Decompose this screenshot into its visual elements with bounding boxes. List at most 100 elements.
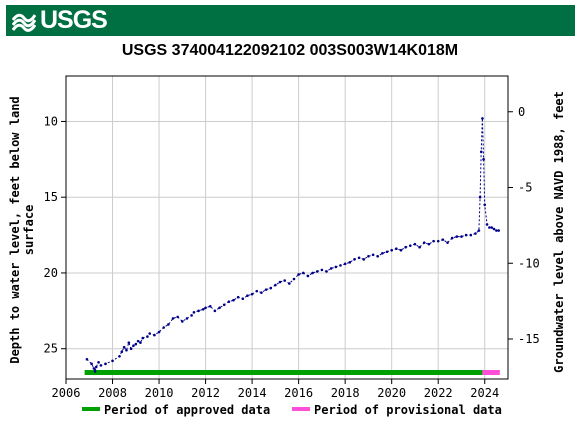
data-point — [111, 359, 114, 363]
legend: Period of approved data Period of provis… — [82, 403, 502, 417]
y-left-tick-label: 15 — [44, 190, 58, 204]
data-point — [408, 244, 412, 247]
data-point — [139, 341, 142, 344]
data-point — [432, 239, 435, 243]
x-tick-label: 2022 — [424, 386, 453, 400]
data-point — [371, 253, 375, 257]
data-point — [413, 242, 417, 246]
data-point — [132, 344, 135, 347]
data-point — [260, 291, 263, 294]
data-point — [227, 300, 231, 304]
y-right-tick-label: -15 — [518, 332, 540, 346]
data-point — [288, 282, 291, 285]
y-axis-left-ticks: 10 15 20 25 — [44, 114, 66, 356]
data-point — [99, 364, 103, 367]
data-point — [306, 274, 310, 278]
data-point — [385, 250, 389, 254]
data-point — [283, 279, 286, 282]
y-right-tick-label: -10 — [518, 256, 540, 270]
usgs-logo: USGS — [12, 6, 108, 35]
data-point — [162, 326, 166, 329]
data-point — [241, 297, 245, 301]
x-tick-label: 2014 — [238, 386, 267, 400]
data-point — [343, 262, 347, 266]
data-point — [85, 358, 89, 361]
legend-label-provisional: Period of provisional data — [314, 403, 502, 417]
y-right-tick-label: -5 — [518, 181, 532, 195]
data-point — [348, 261, 352, 264]
data-point — [450, 236, 454, 240]
data-point — [171, 317, 175, 320]
data-point — [269, 286, 273, 290]
data-point — [250, 292, 254, 296]
data-point — [185, 317, 189, 320]
data-point — [153, 333, 156, 337]
data-point — [477, 229, 481, 232]
data-point — [246, 294, 249, 297]
data-point — [436, 239, 440, 243]
x-tick-label: 2018 — [331, 386, 360, 400]
data-point — [399, 248, 403, 252]
x-tick-label: 2006 — [52, 386, 81, 400]
y-right-tick-label: 0 — [518, 105, 525, 119]
data-point — [464, 233, 468, 237]
data-point — [320, 268, 324, 272]
data-point — [334, 265, 338, 269]
data-point — [192, 311, 196, 314]
data-point — [479, 150, 483, 154]
data-point — [236, 295, 240, 299]
data-point — [208, 304, 212, 308]
data-point — [93, 370, 97, 373]
y-axis-right-ticks: 0 -5 -10 -15 — [508, 105, 540, 346]
data-point — [190, 314, 193, 317]
data-point — [483, 203, 487, 207]
data-point — [201, 308, 205, 311]
data-point — [176, 315, 179, 319]
x-axis-ticks: 2006 2008 2010 2012 2014 2016 2018 2020 2022 2024 — [52, 379, 499, 400]
data-point — [492, 227, 496, 231]
data-point — [129, 347, 133, 351]
data-point — [122, 345, 126, 349]
data-point — [495, 229, 498, 232]
data-point — [222, 303, 226, 307]
y-left-tick-label: 20 — [44, 266, 58, 280]
data-point — [232, 298, 235, 302]
x-tick-label: 2008 — [98, 386, 127, 400]
data-point — [118, 354, 121, 358]
data-point — [204, 306, 207, 310]
data-point — [292, 277, 296, 281]
data-point — [264, 288, 268, 291]
data-point — [395, 247, 398, 251]
data-point — [490, 226, 494, 229]
grid-lines — [65, 76, 508, 379]
data-point — [455, 235, 459, 238]
data-point — [146, 335, 149, 338]
data-point — [427, 242, 431, 246]
plot-frame — [65, 75, 509, 380]
y-axis-left-label-line2: surface — [22, 205, 36, 256]
data-point — [90, 362, 93, 366]
data-point — [481, 117, 484, 120]
data-point — [469, 233, 473, 237]
data-point — [404, 245, 407, 249]
y-axis-right-label: Groundwater level above NAVD 1988, feet — [552, 91, 566, 373]
data-point — [482, 158, 485, 161]
data-point — [94, 365, 98, 369]
data-point — [390, 248, 393, 252]
data-point — [418, 245, 421, 249]
data-point — [362, 258, 366, 261]
data-point — [311, 271, 314, 275]
x-tick-label: 2020 — [377, 386, 406, 400]
data-point — [297, 273, 300, 276]
data-point — [274, 283, 277, 287]
data-point — [422, 241, 426, 244]
data-point — [485, 223, 489, 226]
data-point — [325, 270, 328, 273]
data-point — [367, 254, 370, 258]
x-tick-label: 2024 — [470, 386, 499, 400]
data-point — [181, 320, 184, 323]
data-point — [446, 241, 449, 244]
y-left-tick-label: 25 — [44, 342, 58, 356]
data-point — [488, 226, 491, 229]
